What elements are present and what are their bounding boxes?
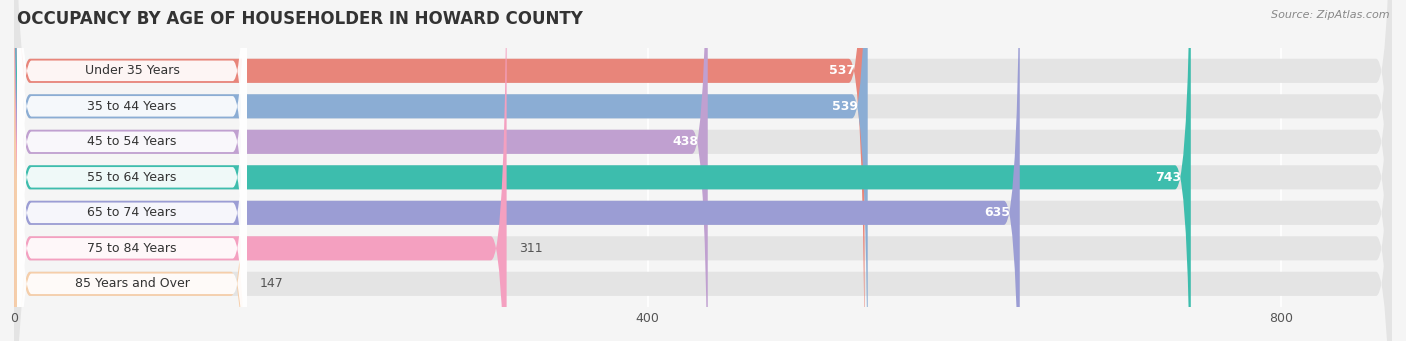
Text: Under 35 Years: Under 35 Years [84, 64, 180, 77]
FancyBboxPatch shape [14, 0, 506, 341]
FancyBboxPatch shape [14, 0, 868, 341]
Text: 635: 635 [984, 206, 1011, 219]
Text: 85 Years and Over: 85 Years and Over [75, 277, 190, 290]
FancyBboxPatch shape [17, 0, 247, 341]
FancyBboxPatch shape [14, 0, 1392, 341]
Text: 539: 539 [832, 100, 858, 113]
FancyBboxPatch shape [14, 0, 1392, 341]
Text: 35 to 44 Years: 35 to 44 Years [87, 100, 177, 113]
Text: 537: 537 [830, 64, 855, 77]
Text: 45 to 54 Years: 45 to 54 Years [87, 135, 177, 148]
FancyBboxPatch shape [14, 0, 865, 341]
FancyBboxPatch shape [17, 0, 247, 341]
FancyBboxPatch shape [14, 0, 1191, 341]
FancyBboxPatch shape [14, 0, 1392, 341]
Text: 743: 743 [1156, 171, 1181, 184]
Text: 147: 147 [260, 277, 283, 290]
FancyBboxPatch shape [17, 0, 247, 341]
FancyBboxPatch shape [14, 0, 1019, 341]
FancyBboxPatch shape [14, 0, 707, 341]
FancyBboxPatch shape [14, 0, 1392, 341]
FancyBboxPatch shape [17, 0, 247, 341]
Text: Source: ZipAtlas.com: Source: ZipAtlas.com [1271, 10, 1389, 20]
Text: 311: 311 [519, 242, 543, 255]
FancyBboxPatch shape [14, 0, 247, 341]
FancyBboxPatch shape [17, 0, 247, 341]
Text: 438: 438 [672, 135, 699, 148]
FancyBboxPatch shape [14, 0, 1392, 341]
Text: 65 to 74 Years: 65 to 74 Years [87, 206, 177, 219]
Text: 55 to 64 Years: 55 to 64 Years [87, 171, 177, 184]
FancyBboxPatch shape [17, 0, 247, 341]
Text: 75 to 84 Years: 75 to 84 Years [87, 242, 177, 255]
Text: OCCUPANCY BY AGE OF HOUSEHOLDER IN HOWARD COUNTY: OCCUPANCY BY AGE OF HOUSEHOLDER IN HOWAR… [17, 10, 582, 28]
FancyBboxPatch shape [14, 0, 1392, 341]
FancyBboxPatch shape [14, 0, 1392, 341]
FancyBboxPatch shape [17, 0, 247, 341]
